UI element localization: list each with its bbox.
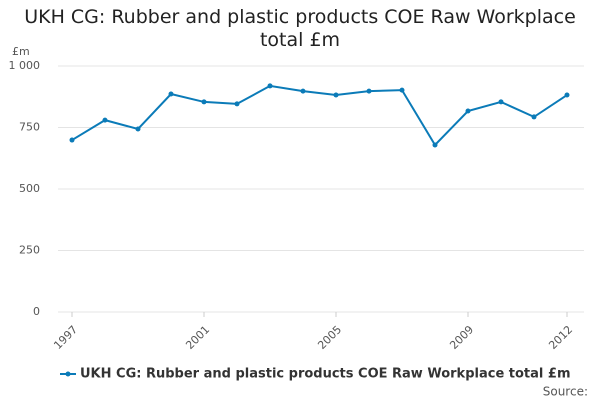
chart-title: UKH CG: Rubber and plastic products COE … — [24, 6, 576, 51]
data-point — [333, 92, 339, 98]
data-point — [498, 99, 504, 105]
y-tick-label: 1 000 — [9, 59, 41, 72]
y-axis-label: £m — [12, 45, 30, 58]
legend-marker — [65, 371, 71, 377]
data-point — [168, 91, 174, 97]
y-tick-label: 0 — [33, 305, 40, 318]
x-tick-label: 2005 — [315, 323, 344, 352]
y-tick-label: 250 — [19, 244, 40, 257]
data-point — [267, 83, 273, 89]
data-point — [69, 137, 75, 143]
x-tick-label: 2012 — [546, 323, 575, 352]
x-tick-label: 2009 — [447, 323, 476, 352]
data-point — [102, 117, 108, 123]
data-point — [531, 114, 537, 120]
data-point — [300, 88, 306, 94]
data-point — [399, 87, 405, 93]
x-tick-label: 2001 — [183, 323, 212, 352]
data-point — [201, 99, 207, 105]
data-point — [432, 142, 438, 148]
series-line — [71, 84, 568, 147]
x-tick-label: 1997 — [51, 323, 80, 352]
data-point — [135, 126, 141, 132]
data-point — [465, 108, 471, 114]
legend-label: UKH CG: Rubber and plastic products COE … — [80, 367, 571, 382]
y-tick-label: 750 — [19, 121, 40, 134]
source: Source: — [543, 385, 588, 399]
data-point — [564, 92, 570, 98]
data-point — [234, 101, 240, 107]
y-tick-label: 500 — [19, 182, 40, 195]
data-point — [366, 88, 372, 94]
